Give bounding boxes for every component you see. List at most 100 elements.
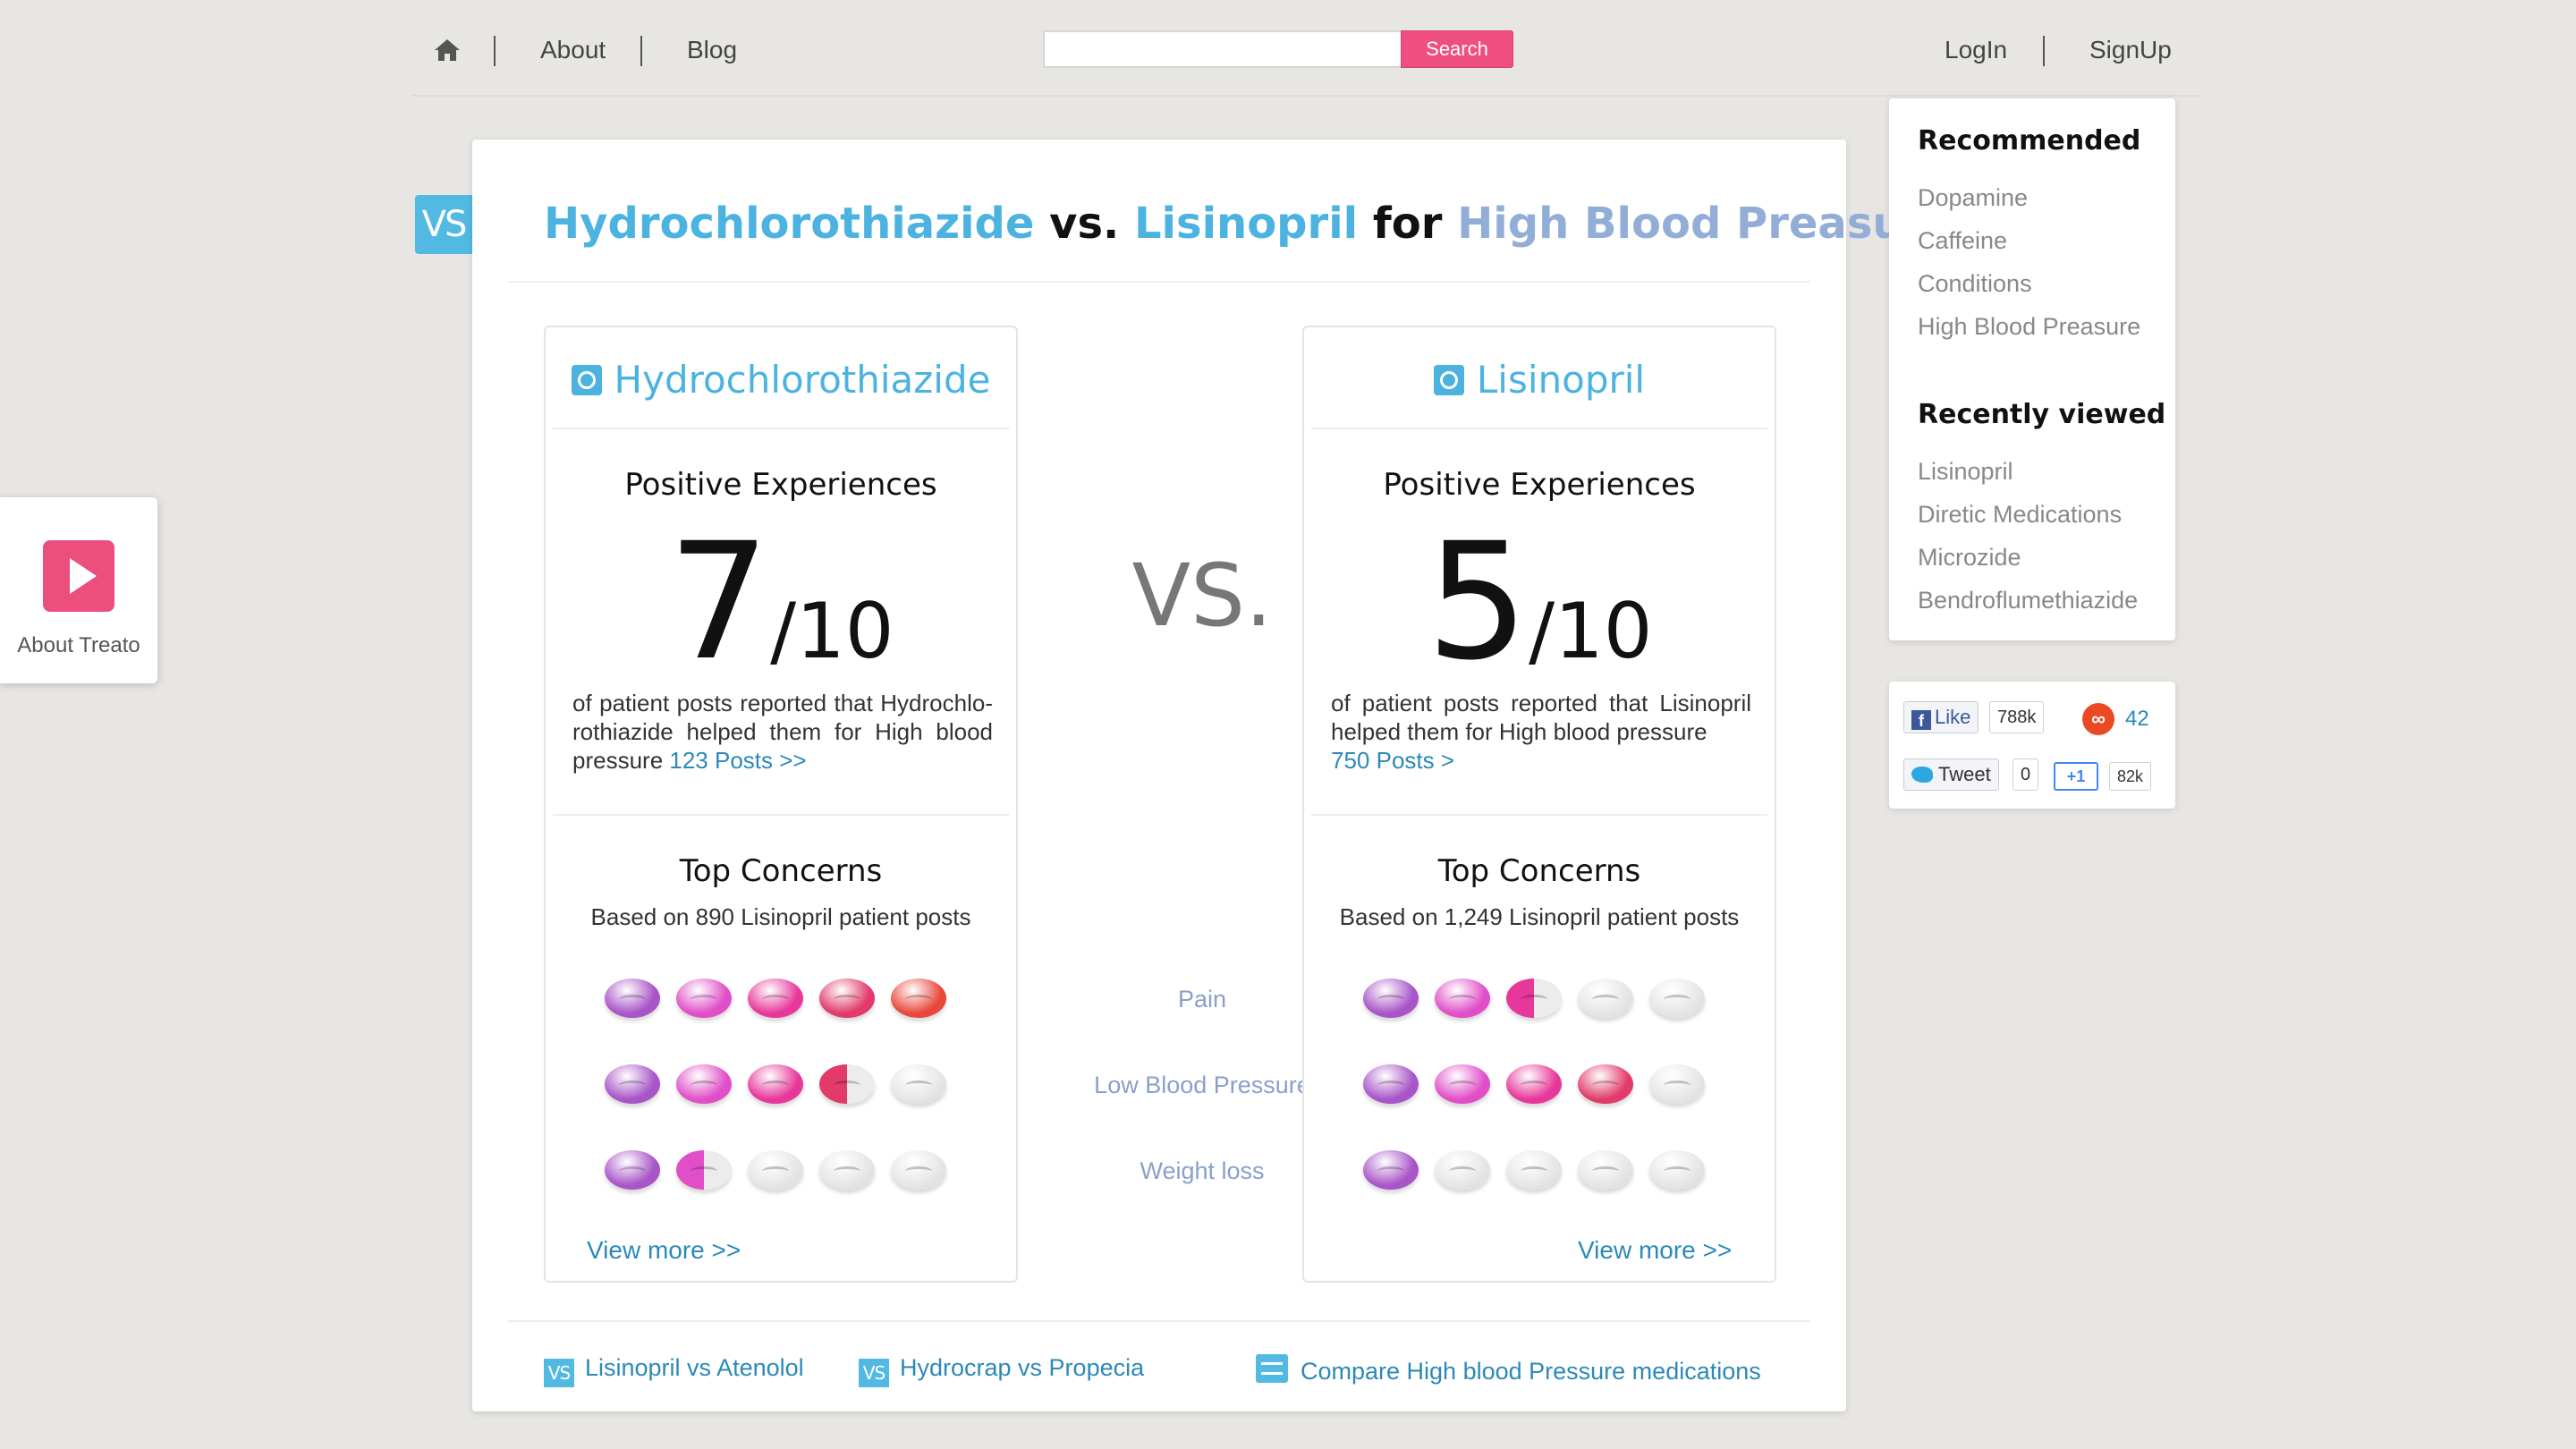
footer-link-label: Hydrocrap vs Propecia [900,1354,1145,1381]
recent-item[interactable]: Bendroflumethiazide [1918,587,2139,614]
divider [553,814,1009,816]
footer-link-label: Compare High blood Pressure medications [1301,1358,1761,1385]
concern-pill [1363,1150,1419,1190]
google-plus-count: 82k [2109,762,2152,791]
pill-icon [571,365,602,395]
nav-about-link[interactable]: About [540,36,606,64]
recent-item[interactable]: Microzide [1918,544,2021,571]
top-concerns-title: Top Concerns [679,853,883,889]
tweet-button[interactable]: Tweet [1903,758,1999,791]
concern-pill [676,1150,732,1190]
positive-experiences-title: Positive Experiences [624,467,937,503]
positive-experiences-text: of patient posts reported that Hydrochlo… [572,689,993,775]
pill-icon [1433,365,1464,395]
twitter-icon [1911,767,1933,783]
positive-experiences-title: Positive Experiences [1383,467,1696,503]
footer-link-label: Lisinopril vs Atenolol [585,1354,804,1381]
tweet-count: 0 [2012,758,2039,791]
concern-pill [748,1150,803,1190]
about-treato-label[interactable]: About Treato [17,633,140,657]
drug-name: Hydrochlorothiazide [614,358,991,402]
concern-pill [1435,1064,1490,1104]
concern-pill [891,1064,946,1104]
search-input[interactable] [1043,30,1402,68]
posts-link[interactable]: 123 Posts >> [669,747,807,774]
social-widget: f Like 788k ∞ 42 Tweet 0 +1 82k [1889,682,2175,809]
footer-link-hydrocrap-propecia[interactable]: VS Hydrocrap vs Propecia [859,1354,1144,1387]
signup-link[interactable]: SignUp [2089,36,2172,64]
nav-separator [494,36,496,66]
recent-item[interactable]: Lisinopril [1918,458,2013,485]
title-drug1[interactable]: Hydrochlorothiazide [544,199,1035,249]
score-denominator: /10 [770,587,894,676]
concern-pill [1435,979,1490,1018]
positive-experiences-text: of patient posts reported that Lisinopri… [1331,689,1751,775]
top-concerns-subtitle: Based on 890 Lisinopril patient posts [590,903,971,930]
concern-pill [1506,1064,1562,1104]
comparison-card: Hydrochlorothiazide vs. Lisinopril for H… [472,140,1953,1411]
pe-description: of patient posts reported that Lisinopri… [1331,690,1751,745]
concern-pill [1578,979,1633,1018]
home-icon[interactable] [433,38,462,63]
recently-viewed-title: Recently viewed [1918,399,2166,430]
title-drug2[interactable]: Lisinopril [1133,199,1359,249]
login-link[interactable]: LogIn [1945,36,2008,64]
facebook-like-button[interactable]: f Like [1903,701,1979,733]
google-plus-button[interactable]: +1 [2054,762,2098,791]
vs-icon: VS [544,1359,574,1387]
concern-pain[interactable]: Pain [1177,986,1227,1013]
concern-pill [1506,1150,1562,1190]
recommended-item[interactable]: Caffeine [1918,227,2008,254]
stumbleupon-icon[interactable]: ∞ [2082,703,2114,735]
concern-pill [891,979,946,1018]
title-for: for [1372,199,1443,249]
title-condition[interactable]: High Blood Preasure [1457,199,1953,249]
drug-panel-right: Lisinopril Positive Experiences 5/10 of … [1302,326,1776,1283]
view-more-link[interactable]: View more >> [1578,1236,1733,1264]
play-icon[interactable] [43,540,114,612]
footer-link-compare-medications[interactable]: Compare High blood Pressure medications [1256,1354,1761,1385]
view-more-link[interactable]: View more >> [587,1236,741,1264]
concern-pill [819,979,875,1018]
about-treato-widget: About Treato [0,497,157,683]
tweet-label: Tweet [1938,763,1991,785]
recommended-item[interactable]: Conditions [1918,270,2032,297]
facebook-count: 788k [1989,701,2045,733]
concern-pill [1578,1150,1633,1190]
sidebar: Recommended Dopamine Caffeine Conditions… [1889,98,2175,640]
concern-low-blood-pressure[interactable]: Low Blood Pressure [1094,1072,1310,1098]
concern-weight-loss[interactable]: Weight loss [1140,1157,1265,1184]
concern-pill [1363,979,1419,1018]
stumbleupon-count: 42 [2125,707,2149,731]
concern-pill [676,1064,732,1104]
search-button[interactable]: Search [1401,30,1513,68]
compare-icon [1256,1354,1288,1383]
concern-pill [1649,1064,1705,1104]
score-value: 5 [1426,509,1530,696]
top-concerns-subtitle: Based on 1,249 Lisinopril patient posts [1339,903,1740,930]
nav-separator [640,36,642,66]
positive-score: 5/10 [1304,522,1775,683]
concern-pill [1649,1150,1705,1190]
divider [508,1320,1810,1322]
positive-score: 7/10 [546,522,1016,683]
pe-description: of patient posts reported that Hydrochlo… [572,690,993,774]
concern-pill [1435,1150,1490,1190]
nav-blog-link[interactable]: Blog [687,36,738,64]
recommended-item[interactable]: High Blood Preasure [1918,313,2141,340]
facebook-like-label: Like [1935,706,1971,728]
score-denominator: /10 [1529,587,1653,676]
divider [553,428,1009,429]
drug-panel-header[interactable]: Hydrochlorothiazide [546,358,1016,402]
top-nav: About Blog Search LogIn SignUp [411,0,2200,97]
drug-panel-left: Hydrochlorothiazide Positive Experiences… [544,326,1018,1283]
recommended-item[interactable]: Dopamine [1918,184,2029,211]
recent-item[interactable]: Diretic Medications [1918,501,2123,528]
concern-pill [819,1150,875,1190]
concern-pill [1363,1064,1419,1104]
drug-name: Lisinopril [1476,358,1646,402]
drug-panel-header[interactable]: Lisinopril [1304,358,1775,402]
posts-link[interactable]: 750 Posts > [1331,747,1455,774]
footer-link-lisinopril-atenolol[interactable]: VS Lisinopril vs Atenolol [544,1354,804,1387]
concern-pill [1649,979,1705,1018]
